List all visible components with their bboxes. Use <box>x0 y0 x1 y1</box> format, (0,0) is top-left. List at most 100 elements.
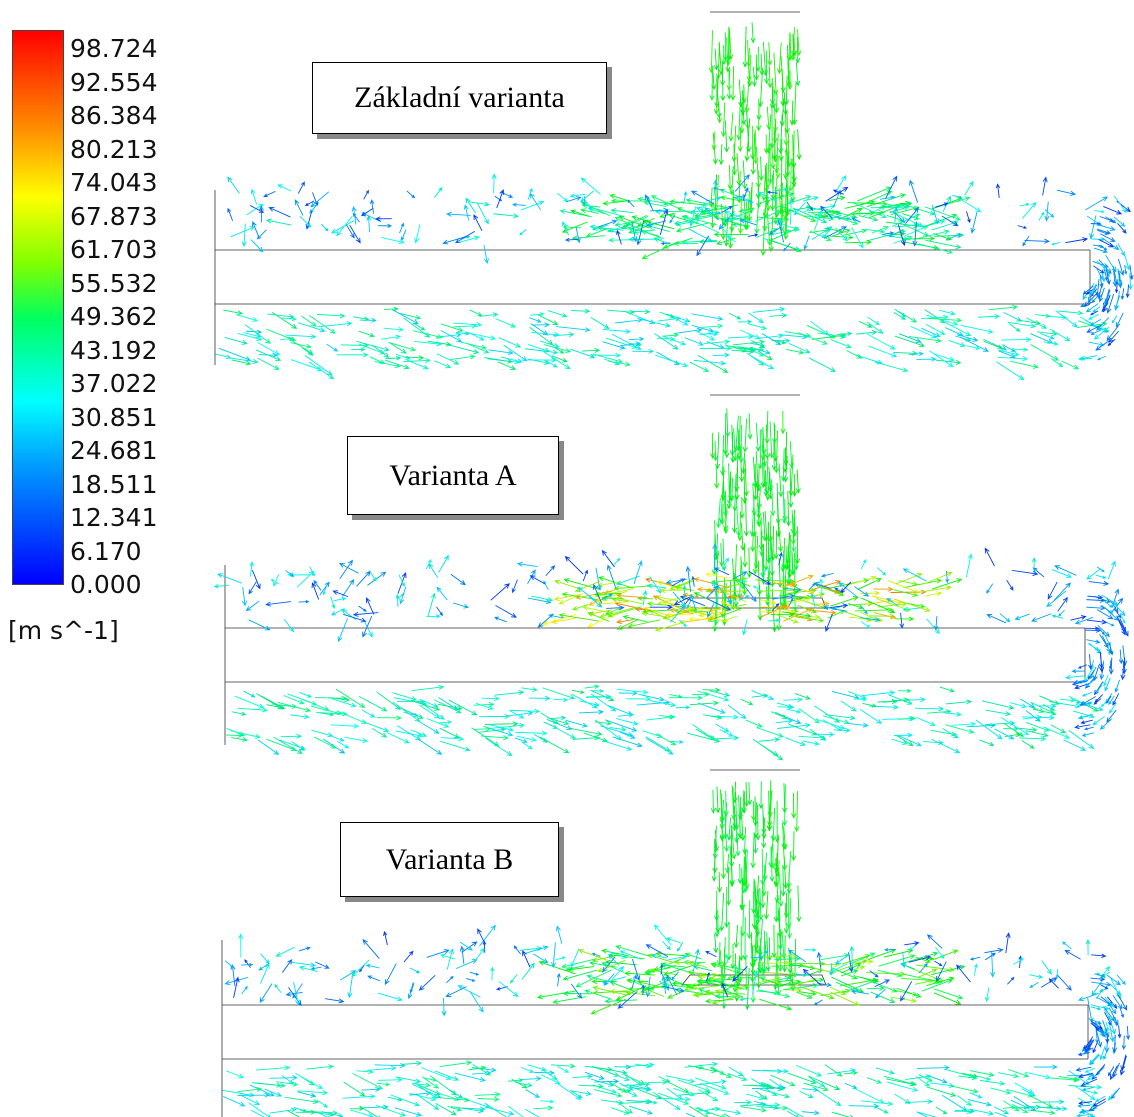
panel-vectors <box>213 394 1129 761</box>
vector <box>945 724 975 734</box>
vector <box>224 336 248 345</box>
vector <box>601 593 613 601</box>
vector <box>309 315 336 334</box>
vector <box>284 1096 319 1105</box>
vector <box>747 233 759 237</box>
vector <box>265 601 291 607</box>
vector <box>796 29 802 57</box>
vector <box>868 345 898 358</box>
vector <box>299 215 312 228</box>
vector <box>1095 574 1107 579</box>
vector <box>868 202 906 219</box>
vector <box>764 410 770 445</box>
vector <box>531 332 561 338</box>
panel-vectors <box>221 769 1131 1117</box>
vector <box>786 551 792 585</box>
vector <box>533 953 549 964</box>
colorbar-label: 74.043 <box>70 168 158 197</box>
vector <box>956 964 971 983</box>
vector <box>595 567 602 591</box>
vector <box>1090 666 1097 680</box>
vector <box>732 571 748 580</box>
vector <box>358 330 375 338</box>
vector <box>283 695 305 705</box>
vector <box>464 331 497 341</box>
vector <box>438 720 453 725</box>
vector <box>553 697 569 703</box>
vector <box>619 950 642 960</box>
vector <box>330 596 336 609</box>
vector <box>769 312 788 318</box>
vector <box>1029 1095 1053 1108</box>
vector <box>898 688 912 693</box>
vector <box>597 219 618 228</box>
vector <box>1085 626 1100 631</box>
vector <box>758 333 784 339</box>
vector <box>876 567 887 576</box>
vector <box>933 233 953 241</box>
vector <box>952 194 963 199</box>
vector <box>832 189 844 195</box>
vector <box>1064 949 1081 960</box>
vector <box>498 337 522 348</box>
colorbar-label: 30.851 <box>70 402 158 432</box>
vector <box>1108 657 1114 675</box>
vector <box>1093 681 1104 696</box>
vector <box>1031 557 1037 573</box>
vector <box>662 335 687 346</box>
vector <box>709 690 731 698</box>
vector <box>830 992 860 1006</box>
vector <box>590 689 615 701</box>
vector <box>722 413 728 455</box>
vector <box>879 195 896 200</box>
vector <box>751 66 757 88</box>
vector <box>367 975 381 982</box>
vector <box>782 447 788 473</box>
vector <box>779 582 815 595</box>
colorbar-label: 37.022 <box>70 369 158 398</box>
vector <box>1092 1098 1106 1107</box>
vector <box>725 37 731 73</box>
vector <box>758 960 790 966</box>
vector <box>810 320 830 336</box>
vector <box>665 313 691 323</box>
vector <box>897 735 922 747</box>
vector <box>815 718 846 730</box>
vector <box>570 348 596 359</box>
vector <box>725 953 729 964</box>
vector <box>295 1073 324 1089</box>
vector <box>290 342 312 349</box>
vector <box>732 339 766 346</box>
vector <box>673 596 691 606</box>
vector <box>682 584 687 599</box>
vector <box>997 1072 1020 1079</box>
vector <box>798 991 817 997</box>
vector <box>732 428 738 462</box>
vector <box>509 974 518 984</box>
vector <box>591 952 601 957</box>
vector <box>325 998 345 1004</box>
vector <box>524 1108 540 1117</box>
vector <box>728 1066 744 1077</box>
vector <box>788 198 794 225</box>
vector <box>238 933 244 958</box>
vector <box>742 849 748 887</box>
vector <box>741 452 747 475</box>
vector <box>799 1090 814 1098</box>
vector <box>470 333 485 341</box>
vector <box>772 339 787 345</box>
vector <box>788 723 818 736</box>
vector <box>1008 323 1021 332</box>
vector <box>529 317 542 323</box>
vector <box>652 1091 681 1111</box>
vector <box>833 727 851 733</box>
vector <box>508 1105 524 1117</box>
colorbar-label: 18.511 <box>70 469 158 499</box>
vector <box>1018 955 1023 969</box>
vector <box>1107 646 1111 656</box>
vector <box>741 84 747 104</box>
vector <box>415 1093 440 1111</box>
vector <box>1022 235 1030 247</box>
vector <box>915 585 952 594</box>
vector <box>1050 724 1067 734</box>
